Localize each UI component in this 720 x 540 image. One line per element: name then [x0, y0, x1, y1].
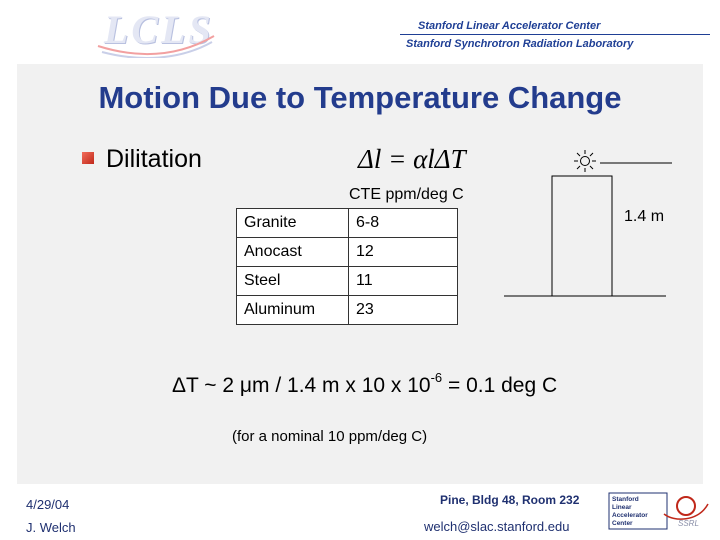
bullet-square-icon: [82, 152, 94, 164]
pillar-height-label: 1.4 m: [624, 208, 665, 225]
pillar: [551, 175, 613, 297]
table-row: Anocast 12: [236, 237, 458, 267]
header-divider: [400, 34, 710, 35]
cte-table-heading: CTE ppm/deg C: [349, 186, 464, 203]
equation-result: = 0.1 deg C: [442, 374, 558, 397]
org-line-ssrl: Stanford Synchrotron Radiation Laborator…: [406, 38, 634, 50]
swoosh-icon: [663, 503, 709, 520]
sun-icon: [574, 150, 596, 172]
footer-location: Pine, Bldg 48, Room 232: [440, 493, 580, 507]
table-row: Aluminum 23: [236, 295, 458, 325]
ring-icon: [676, 496, 696, 516]
slac-ssrl-logo: Stanford Linear Accelerator Center SSRL: [608, 492, 709, 530]
cte-cell: 11: [348, 266, 458, 296]
cte-cell: 6-8: [348, 208, 458, 238]
equation-main: ΔT ~ 2 μm / 1.4 m x 10 x 10: [172, 374, 431, 397]
logo-line-1: Stanford: [612, 496, 639, 503]
nominal-note: (for a nominal 10 ppm/deg C): [232, 428, 428, 445]
footer-author: J. Welch: [26, 520, 76, 535]
material-cell: Granite: [236, 208, 349, 238]
slide-header: LCLS Stanford Linear Accelerator Center …: [0, 0, 720, 60]
logo-line-4: Center: [612, 520, 633, 527]
material-cell: Anocast: [236, 237, 349, 267]
dilitation-formula: Δl = αlΔT: [358, 144, 466, 174]
logo-line-2: Linear: [612, 504, 632, 511]
temperature-equation: ΔT ~ 2 μm / 1.4 m x 10 x 10-6 = 0.1 deg …: [172, 370, 558, 398]
table-row: Granite 6-8: [236, 208, 458, 238]
footer-date: 4/29/04: [26, 497, 70, 512]
org-line-slac: Stanford Linear Accelerator Center: [418, 20, 601, 32]
bullet-dilitation: Dilitation: [106, 145, 202, 173]
slide-title: Motion Due to Temperature Change: [98, 80, 622, 115]
pillar-diagram: [504, 150, 672, 297]
logo-line-3: Accelerator: [612, 512, 648, 519]
material-cell: Aluminum: [236, 295, 349, 325]
equation-exponent: -6: [430, 370, 443, 385]
lcls-logo: LCLS: [104, 7, 214, 52]
footer-email: welch@slac.stanford.edu: [424, 519, 570, 534]
cte-table: Granite 6-8 Anocast 12 Steel 11 Aluminum…: [236, 208, 458, 325]
cte-cell: 12: [348, 237, 458, 267]
cte-cell: 23: [348, 295, 458, 325]
ssrl-badge: SSRL: [678, 519, 699, 528]
material-cell: Steel: [236, 266, 349, 296]
table-row: Steel 11: [236, 266, 458, 296]
logo-swoosh-icon: [97, 35, 215, 58]
